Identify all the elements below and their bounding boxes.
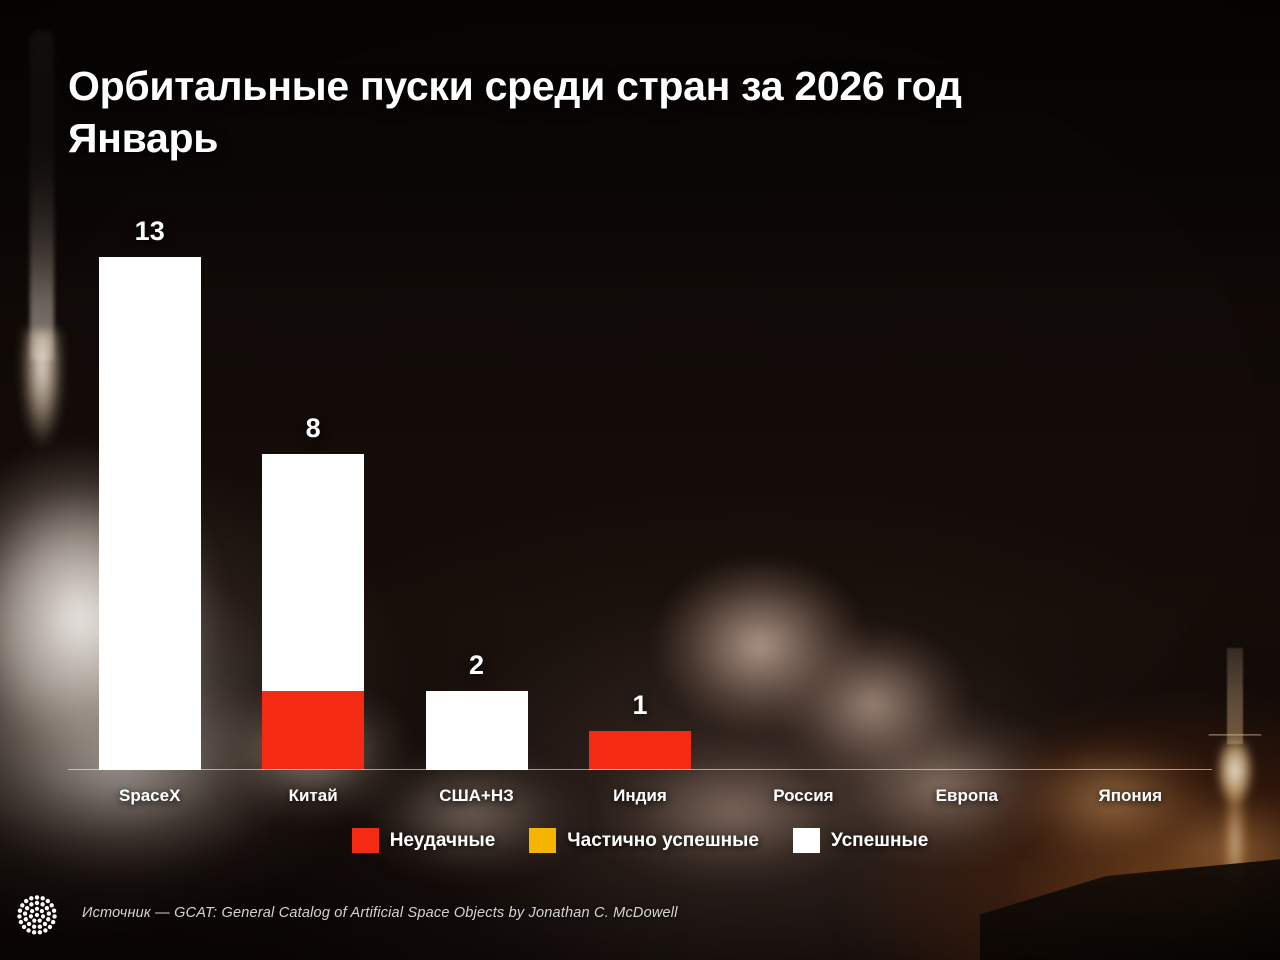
dotted-circle-logo-icon — [17, 895, 57, 935]
chart-category: Россия — [722, 200, 885, 805]
bar-chart: 13 SpaceX 8 Китай 2 США+НЗ 1 Индия Россия Европа Я… — [68, 200, 1212, 805]
bar-сша+нз[interactable] — [425, 691, 528, 770]
category-label-4: Индия — [613, 786, 667, 805]
footer: Источник — GCAT: General Catalog of Arti… — [0, 892, 1280, 938]
chart-category: Европа — [885, 200, 1048, 805]
bar-segment — [98, 256, 201, 770]
chart-category: Япония — [1049, 200, 1212, 805]
bar-value-label: 1 — [632, 689, 648, 720]
category-label-1: SpaceX — [118, 786, 181, 805]
page-title: Орбитальные пуски среди стран за 2026 го… — [68, 63, 962, 162]
bar-segment — [425, 691, 528, 770]
bar-value-label: 8 — [305, 413, 321, 443]
category-label-2: Китай — [288, 786, 338, 805]
legend-item[interactable]: Неудачные — [351, 828, 496, 853]
x-axis-line — [68, 769, 1212, 770]
bar-spacex[interactable] — [98, 256, 201, 770]
partial-swatch-icon — [529, 828, 557, 853]
chart-category: 13 SpaceX — [68, 200, 231, 805]
chart-category: 8 Китай — [231, 200, 394, 805]
legend-label: Успешные — [830, 829, 929, 851]
fail-swatch-icon — [351, 828, 379, 853]
bar-value-label: 2 — [469, 650, 485, 680]
bar-китай[interactable] — [262, 454, 365, 770]
legend-label: Неудачные — [389, 829, 496, 851]
source-note: Источник — GCAT: General Catalog of Arti… — [82, 905, 678, 921]
category-label-6: Европа — [935, 786, 998, 805]
bar-value-label: 13 — [134, 215, 165, 246]
category-label-3: США+НЗ — [439, 786, 514, 805]
category-label-5: Россия — [773, 786, 834, 805]
chart-category: 1 Индия — [558, 200, 721, 805]
category-label-7: Япония — [1098, 786, 1162, 805]
success-swatch-icon — [792, 828, 820, 853]
bar-segment — [262, 454, 365, 691]
chart-category: 2 США+НЗ — [395, 200, 558, 805]
bar-индия[interactable] — [588, 730, 691, 770]
chart-legend: Неудачные Частично успешные Успешные — [0, 828, 1280, 853]
bar-segment — [262, 691, 365, 770]
legend-label: Частично успешные — [567, 829, 759, 851]
chart-categories: 13 SpaceX 8 Китай 2 США+НЗ 1 Индия Россия Европа Я… — [68, 200, 1212, 805]
legend-item[interactable]: Успешные — [792, 828, 929, 853]
legend-item[interactable]: Частично успешные — [529, 828, 759, 853]
bar-segment — [588, 730, 691, 770]
